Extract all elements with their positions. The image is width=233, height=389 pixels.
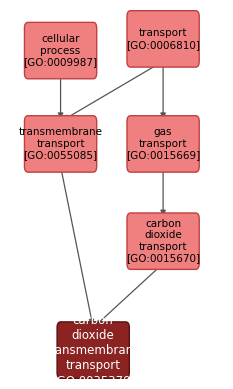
- Text: transport
[GO:0006810]: transport [GO:0006810]: [126, 28, 200, 50]
- FancyBboxPatch shape: [127, 116, 199, 172]
- Text: carbon
dioxide
transmembrane
transport
[GO:0035378]: carbon dioxide transmembrane transport […: [45, 314, 141, 387]
- FancyBboxPatch shape: [127, 11, 199, 67]
- Text: gas
transport
[GO:0015669]: gas transport [GO:0015669]: [126, 127, 200, 161]
- FancyBboxPatch shape: [127, 213, 199, 270]
- Text: carbon
dioxide
transport
[GO:0015670]: carbon dioxide transport [GO:0015670]: [126, 219, 200, 264]
- FancyBboxPatch shape: [24, 116, 97, 172]
- Text: transmembrane
transport
[GO:0055085]: transmembrane transport [GO:0055085]: [19, 127, 103, 161]
- FancyBboxPatch shape: [57, 322, 129, 378]
- Text: cellular
process
[GO:0009987]: cellular process [GO:0009987]: [24, 34, 98, 67]
- FancyBboxPatch shape: [24, 23, 97, 79]
